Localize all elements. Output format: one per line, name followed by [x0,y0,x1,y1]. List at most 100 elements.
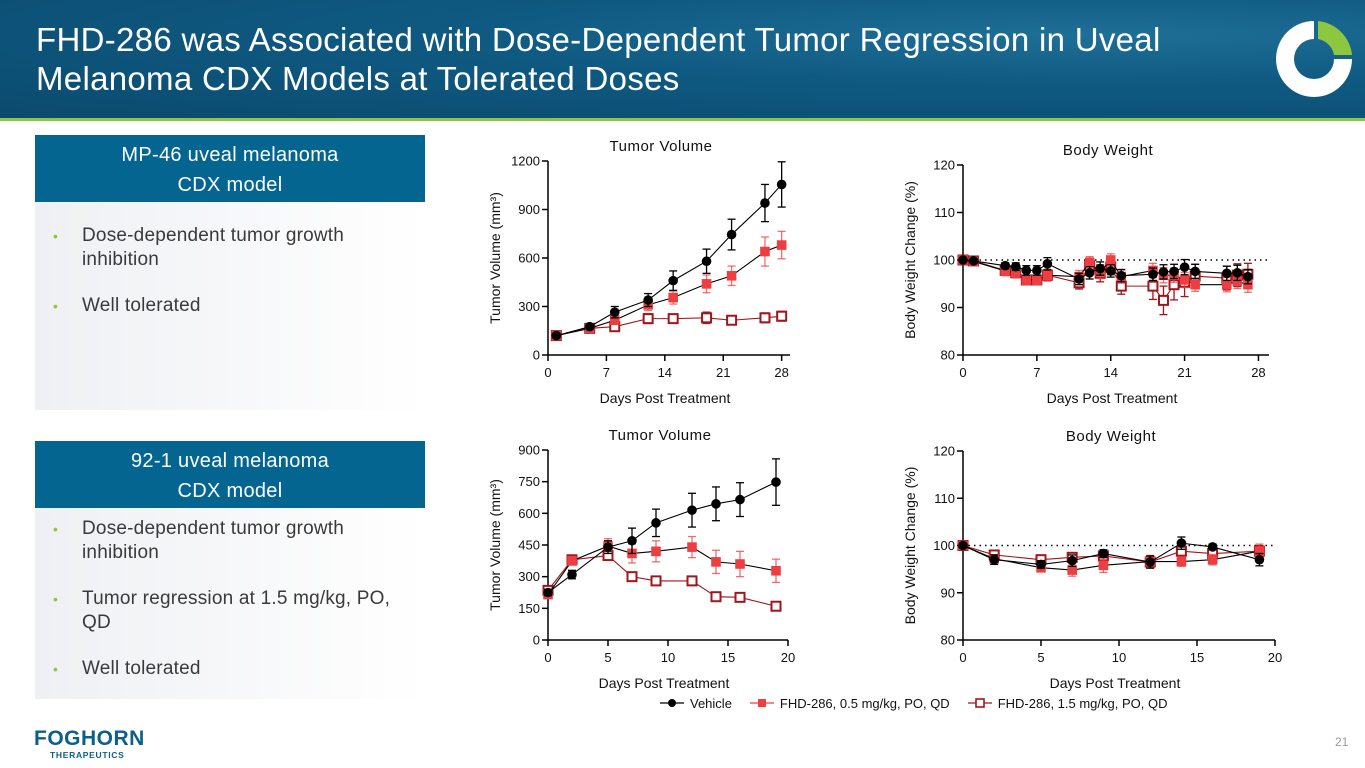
data-point-low-dose [668,292,678,303]
x-tick-label: 20 [781,650,795,665]
x-tick-label: 5 [1037,650,1044,665]
x-tick-label: 28 [774,365,788,380]
data-point-vehicle [643,295,653,305]
y-tick-label: 120 [933,158,955,173]
data-point-vehicle [627,535,637,546]
data-point-low-dose [1105,255,1116,265]
data-point-high-dose [1157,294,1169,306]
x-tick-label: 0 [959,365,966,380]
bullet-item: • Well tolerated [53,294,405,318]
data-point-high-dose [710,591,722,603]
data-point-vehicle [1084,268,1095,278]
data-point-vehicle [760,198,770,208]
y-tick-label: 0 [533,633,540,648]
data-point-low-dose [1207,554,1218,565]
legend-label: FHD-286, 1.5 mg/kg, PO, QD [997,695,1168,711]
x-tick-label: 21 [1177,365,1191,380]
y-tick-label: 900 [518,202,540,217]
data-point-low-dose [726,270,737,281]
foghorn-logo: FOGHORN THERAPEUTICS [34,727,145,761]
legend-item-vehicle: Vehicle [660,696,732,711]
data-point-low-dose [1190,279,1200,290]
data-point-vehicle [1190,266,1200,277]
y-axis-label: Body Weight Change (%) [902,467,918,625]
y-tick-label: 110 [934,205,955,220]
x-tick-label: 10 [661,650,675,665]
data-point-low-dose [711,557,721,567]
data-point-high-dose [759,312,771,324]
x-axis-label: Days Post Treatment [1047,390,1178,406]
data-point-high-dose [1147,280,1159,292]
x-axis-label: Days Post Treatment [599,675,730,691]
series-line [556,184,783,337]
data-point-vehicle [776,179,787,190]
slide-title: FHD-286 was Associated with Dose-Depende… [36,21,1161,97]
data-point-low-dose [1010,268,1021,278]
data-point-high-dose [726,314,738,326]
filled-circle-marker-icon [660,699,684,707]
data-point-low-dose [1098,560,1109,571]
x-tick-label: 0 [959,650,966,665]
y-tick-label: 450 [518,538,540,553]
y-tick-label: 300 [518,569,540,584]
logo-name: FOGHORN [34,727,145,750]
data-point-low-dose [771,565,781,576]
header-accent-line [0,118,1365,121]
y-tick-label: 600 [518,506,540,521]
bullet-list: • Dose-dependent tumor growth inhibition … [35,508,425,681]
data-point-high-dose [776,310,788,322]
921-tumor-volume-chart: Tumor Volume 0 150 300 450 600 750 900 0 5 10 15 20 D… [487,430,795,691]
mp46-body-weight-chart: Body Weight 80 90 100 110 120 0 7 14 21 28 Days Pos… [902,142,1269,406]
data-point-vehicle [1148,269,1158,280]
data-point-vehicle [1116,270,1127,281]
y-tick-label: 80 [941,633,955,648]
data-point-vehicle [989,554,999,565]
bullet-item: • Tumor regression at 1.5 mg/kg, PO, QD [53,587,405,635]
data-point-vehicle [603,542,613,552]
bullet-dot-icon: • [53,591,59,607]
x-tick-label: 7 [603,365,610,380]
y-tick-label: 120 [933,444,955,459]
data-point-vehicle [1032,265,1042,276]
panel-mp46: MP-46 uveal melanoma CDX model • Dose-dep… [35,135,425,410]
data-point-vehicle [687,505,697,515]
data-point-vehicle [958,540,968,551]
data-point-vehicle [1010,261,1021,272]
data-point-vehicle [1074,274,1084,284]
chart-legend: Vehicle FHD-286, 0.5 mg/kg, PO, QD FHD-2… [660,692,1185,714]
bullet-dot-icon: • [53,298,59,314]
data-point-low-dose [687,542,697,552]
data-point-high-dose [770,600,782,612]
y-tick-label: 90 [941,585,955,600]
bullet-dot-icon: • [53,228,59,244]
chart-title: Body Weight [1066,430,1157,445]
data-point-vehicle [1042,259,1053,269]
data-point-low-dose [760,246,770,257]
x-tick-label: 0 [544,365,551,380]
logo-subtitle: THERAPEUTICS [50,750,125,760]
x-tick-label: 0 [544,650,551,665]
data-point-low-dose [1254,546,1265,556]
y-axis-label: Tumor Volume (mm³) [487,479,503,611]
x-tick-label: 28 [1251,365,1265,380]
x-tick-label: 7 [1033,365,1040,380]
data-point-vehicle [609,307,620,317]
data-point-vehicle [1145,557,1155,567]
data-point-vehicle [1221,268,1232,279]
x-tick-label: 15 [721,650,735,665]
y-tick-label: 900 [518,443,540,458]
data-point-vehicle [1158,267,1169,277]
y-tick-label: 100 [933,253,955,268]
data-point-vehicle [726,229,737,240]
y-tick-label: 150 [518,601,540,616]
x-tick-label: 20 [1268,650,1282,665]
filled-square-marker-icon [749,699,774,707]
x-tick-label: 14 [1103,365,1117,380]
data-point-low-dose [567,556,577,566]
data-point-vehicle [1098,548,1109,559]
panel-title-line2: CDX model [177,480,283,502]
y-axis-label: Body Weight Change (%) [902,181,918,339]
legend-label: Vehicle [690,695,732,711]
foghorn-ring-logo-icon [1276,21,1352,97]
header-banner: FHD-286 was Associated with Dose-Depende… [0,0,1365,118]
